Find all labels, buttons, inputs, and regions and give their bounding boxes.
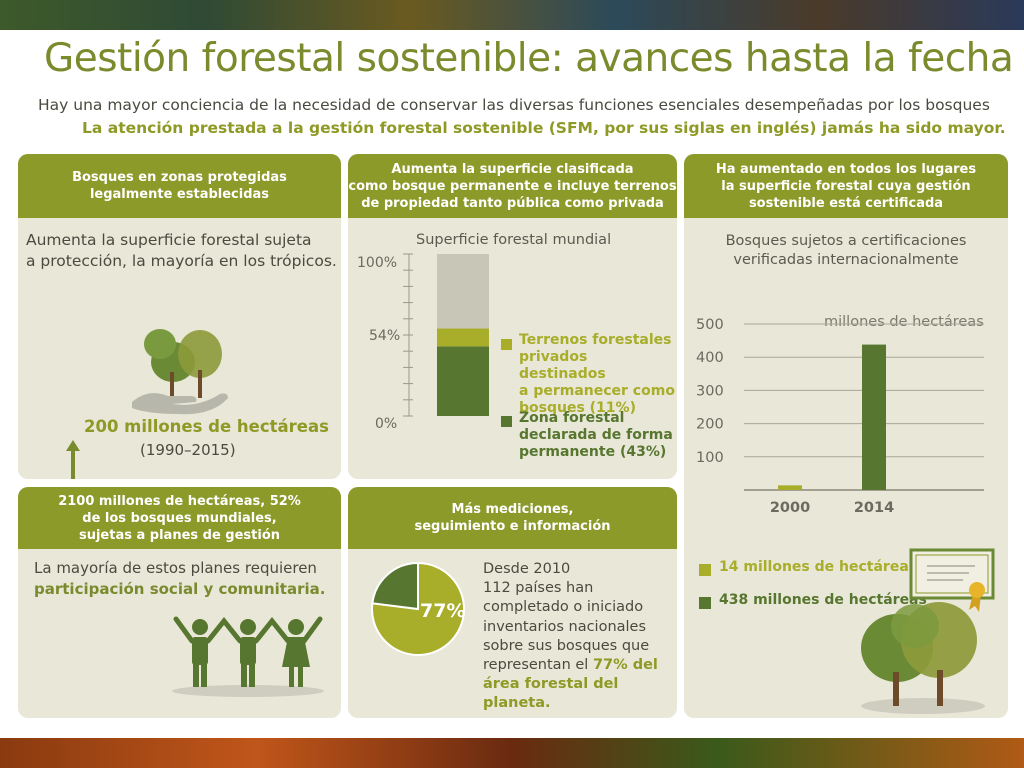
- pie-percent-label: 77%: [420, 600, 466, 622]
- legend-line: Zona forestal: [519, 410, 625, 426]
- panel-monitoring: Más mediciones, seguimiento e informació…: [348, 487, 677, 718]
- panel-management-plans: 2100 millones de hectáreas, 52% de los b…: [18, 487, 341, 718]
- heading-line: sostenible está certificada: [748, 195, 944, 211]
- panel-permanent-forest: Aumenta la superficie clasificada como b…: [348, 154, 677, 479]
- panel-certified-heading: Ha aumentado en todos los lugares la sup…: [684, 154, 1008, 218]
- cert-chart-title: Bosques sujetos a certificaciones verifi…: [684, 232, 1008, 270]
- heading-line: Más mediciones,: [451, 502, 574, 517]
- page-title: Gestión forestal sostenible: avances has…: [44, 36, 1014, 81]
- protected-body-line-1: Aumenta la superficie forestal sujeta: [26, 231, 312, 249]
- body-line: inventarios nacionales: [483, 618, 647, 635]
- heading-line: Ha aumentado en todos los lugares: [715, 161, 977, 177]
- legend-swatch-2000: [699, 564, 711, 576]
- background-band-bottom: [0, 738, 1024, 768]
- certificate-icon: [909, 548, 995, 612]
- cert-category-label: 2000: [770, 500, 810, 516]
- stack-tick-label: 0%: [375, 416, 398, 432]
- cert-unit-label: millones de hectáreas: [824, 314, 984, 330]
- cert-tick-label: 500: [696, 317, 724, 333]
- legend-line: declarada de forma: [519, 427, 673, 443]
- heading-line: sujetas a planes de gestión: [78, 527, 281, 543]
- background-band-top: [0, 0, 1024, 30]
- cert-tick-label: 400: [696, 350, 724, 366]
- protected-stat: 200 millones de hectáreas: [84, 417, 329, 436]
- stacked-bar-chart: [403, 253, 489, 417]
- heading-line: legalmente establecidas: [89, 187, 270, 202]
- trees-in-hand-icon: [132, 329, 228, 415]
- people-holding-hands-icon: [172, 616, 324, 697]
- heading-line: Bosques en zonas protegidas: [72, 170, 287, 185]
- cert-title-line: verificadas internacionalmente: [733, 252, 959, 268]
- legend-swatch-private: [501, 339, 512, 350]
- slide: Gestión forestal sostenible: avances has…: [0, 30, 1024, 738]
- pie-chart: [371, 561, 465, 656]
- heading-line: como bosque permanente e incluye terreno…: [348, 178, 677, 194]
- legend-line: privados destinados: [519, 349, 606, 382]
- management-body-line-2: participación social y comunitaria.: [34, 580, 326, 598]
- legend-line: Terrenos forestales: [519, 332, 672, 348]
- legend-line: a permanecer como: [519, 383, 675, 399]
- legend-swatch-2014: [699, 597, 711, 609]
- stack-segment-1: [437, 328, 489, 347]
- legend-swatch-permanent: [501, 416, 512, 427]
- monitoring-body: Desde 2010 112 países han completado o i…: [483, 560, 677, 714]
- panel-permanent-heading: Aumenta la superficie clasificada como b…: [348, 154, 677, 218]
- heading-line: de propiedad tanto pública como privada: [361, 195, 664, 211]
- subtitle-line-2: La atención prestada a la gestión forest…: [82, 119, 1006, 137]
- cert-tick-label: 200: [696, 417, 724, 433]
- panel-certified-forest: Ha aumentado en todos los lugares la sup…: [684, 154, 1008, 718]
- heading-line: Aumenta la superficie clasificada: [391, 161, 634, 177]
- heading-line: de los bosques mundiales,: [82, 510, 277, 526]
- body-line: completado o iniciado: [483, 599, 644, 616]
- legend-private-text: Terrenos forestales privados destinados …: [519, 332, 677, 417]
- cert-bar-2000: [778, 485, 802, 490]
- cert-title-line: Bosques sujetos a certificaciones: [725, 233, 967, 249]
- legend-permanent-text: Zona forestal declarada de forma permane…: [519, 410, 673, 461]
- subtitle-line-1: Hay una mayor conciencia de la necesidad…: [38, 96, 990, 114]
- protected-period: (1990–2015): [140, 441, 236, 459]
- cert-tick-label: 100: [696, 450, 724, 466]
- trees-icon: [861, 602, 985, 714]
- pie-slice-1: [371, 561, 419, 611]
- body-line: representan el 77% del: [483, 656, 677, 675]
- protected-body-line-2: a protección, la mayoría en los trópicos…: [26, 252, 337, 270]
- management-body-line-1: La mayoría de estos planes requieren: [34, 559, 317, 577]
- heading-line: la superficie forestal cuya gestión: [721, 178, 971, 194]
- cert-category-label: 2014: [854, 500, 894, 516]
- legend-line: permanente (43%): [519, 444, 667, 460]
- heading-line: 2100 millones de hectáreas, 52%: [58, 493, 301, 509]
- heading-line: seguimiento e información: [414, 519, 611, 534]
- stack-tick-label: 100%: [357, 255, 398, 271]
- stack-segment-0: [437, 346, 489, 416]
- legend-2000-text: 14 millones de hectáreas: [719, 559, 918, 575]
- stack-chart-title: Superficie forestal mundial: [416, 232, 612, 248]
- cert-bar-2014: [862, 344, 886, 490]
- body-text: representan el: [483, 657, 593, 674]
- panel-protected-areas: Bosques en zonas protegidas legalmente e…: [18, 154, 341, 479]
- panel-monitoring-heading: Más mediciones, seguimiento e informació…: [348, 487, 677, 549]
- panel-management-heading: 2100 millones de hectáreas, 52% de los b…: [18, 487, 341, 549]
- arrow-up-icon: [66, 440, 80, 479]
- body-emphasis-line: área forestal del planeta.: [483, 676, 619, 712]
- legend-line: bosques (11%): [519, 400, 636, 416]
- legend-2014-text: 438 millones de hectáreas: [719, 592, 927, 608]
- body-line: Desde 2010: [483, 561, 571, 577]
- certification-bar-chart: 100 200 300 400 500 2000 2014: [696, 317, 984, 516]
- body-line: sobre sus bosques que: [483, 637, 650, 654]
- body-emphasis: 77% del: [592, 657, 658, 674]
- stack-segment-2: [437, 254, 489, 329]
- body-line: 112 países han: [483, 580, 594, 597]
- panel-protected-heading: Bosques en zonas protegidas legalmente e…: [18, 154, 341, 218]
- cert-tick-label: 300: [696, 383, 724, 399]
- stack-tick-label: 54%: [369, 328, 401, 344]
